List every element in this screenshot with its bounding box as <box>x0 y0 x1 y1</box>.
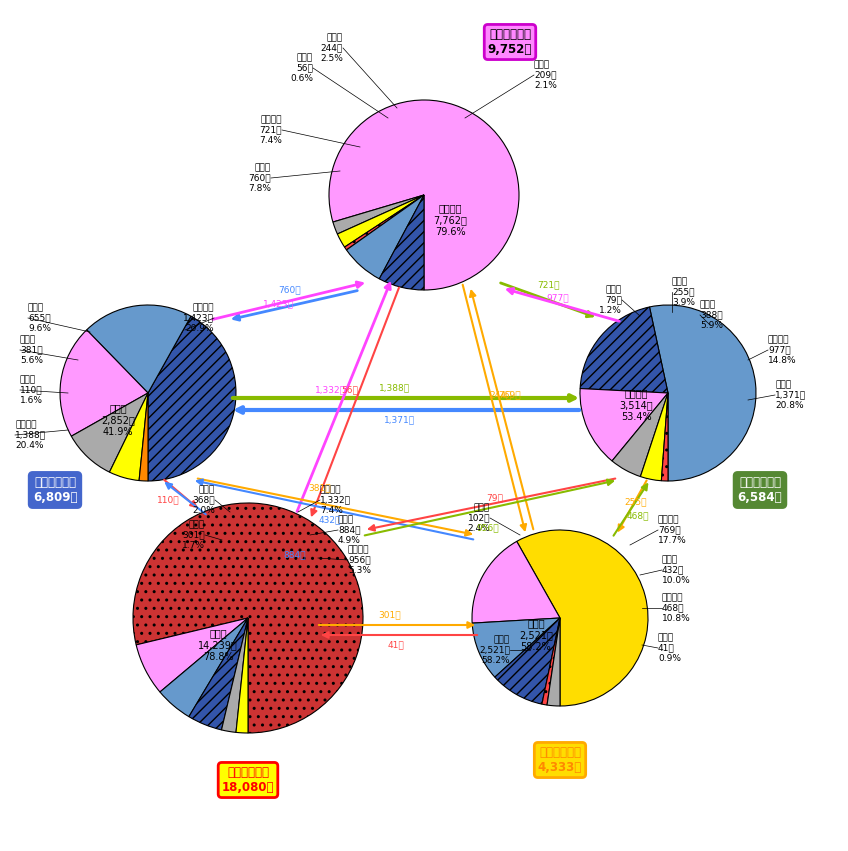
Text: 244件: 244件 <box>489 391 511 399</box>
Text: 255件: 255件 <box>625 498 647 506</box>
Wedge shape <box>495 618 560 704</box>
Text: 79件: 79件 <box>487 494 504 502</box>
Text: 韓国籍
244件
2.5%: 韓国籍 244件 2.5% <box>321 33 343 63</box>
Wedge shape <box>472 618 560 677</box>
Wedge shape <box>580 389 668 461</box>
Wedge shape <box>133 503 363 733</box>
Text: 884件: 884件 <box>284 551 306 559</box>
Text: その他
655件
9.6%: その他 655件 9.6% <box>28 303 51 333</box>
Text: 米国籍
760件
7.8%: 米国籍 760件 7.8% <box>248 163 271 193</box>
Wedge shape <box>160 618 248 717</box>
Wedge shape <box>221 618 248 733</box>
Text: 721件: 721件 <box>537 281 559 289</box>
Text: 韓国籍
255件
3.9%: 韓国籍 255件 3.9% <box>672 277 695 307</box>
Text: 中国籍
110件
1.6%: 中国籍 110件 1.6% <box>20 375 43 405</box>
Text: 欧州国籍
721件
7.4%: 欧州国籍 721件 7.4% <box>259 115 282 145</box>
Text: 韓国籍
301件
1.7%: 韓国籍 301件 1.7% <box>182 520 205 550</box>
Wedge shape <box>661 393 668 481</box>
Wedge shape <box>640 393 668 481</box>
Wedge shape <box>329 100 519 290</box>
Text: その他
102件
2.4%: その他 102件 2.4% <box>467 503 490 533</box>
Text: 日本国籍
7,762件
79.6%: 日本国籍 7,762件 79.6% <box>433 203 467 237</box>
Wedge shape <box>333 195 424 234</box>
Text: 中国への出願
18,080件: 中国への出願 18,080件 <box>221 766 274 794</box>
Wedge shape <box>236 618 248 733</box>
Wedge shape <box>650 305 756 481</box>
Text: 日本国籍
977件
14.8%: 日本国籍 977件 14.8% <box>768 335 796 365</box>
Wedge shape <box>516 530 648 706</box>
Wedge shape <box>86 305 191 393</box>
Text: 韓国籍
381件
5.6%: 韓国籍 381件 5.6% <box>20 335 43 365</box>
Text: 米国籍
1,371件
20.8%: 米国籍 1,371件 20.8% <box>775 380 806 410</box>
Text: 米国籍
2,852件
41.9%: 米国籍 2,852件 41.9% <box>101 403 135 437</box>
Text: 米国への出願
6,809件: 米国への出願 6,809件 <box>33 476 77 504</box>
Text: 米国籍
884件
4.9%: 米国籍 884件 4.9% <box>338 515 361 545</box>
Text: 56件: 56件 <box>342 386 359 395</box>
Text: 381件: 381件 <box>309 483 332 493</box>
Text: 110件: 110件 <box>157 495 179 505</box>
Text: 977件: 977件 <box>547 294 569 302</box>
Text: その他
388件
5.9%: その他 388件 5.9% <box>700 300 723 330</box>
Text: 韓国籍
2,521件
58.2%: 韓国籍 2,521件 58.2% <box>519 619 553 652</box>
Text: 468件: 468件 <box>627 511 650 521</box>
Text: 日本国籍
769件
17.7%: 日本国籍 769件 17.7% <box>658 515 687 545</box>
Text: 日本国籍
1,423件
20.9%: 日本国籍 1,423件 20.9% <box>183 303 214 333</box>
Wedge shape <box>547 618 560 706</box>
Wedge shape <box>612 393 668 477</box>
Text: 1,423件: 1,423件 <box>263 300 293 309</box>
Text: 欧州国籍
956件
5.3%: 欧州国籍 956件 5.3% <box>348 545 371 575</box>
Wedge shape <box>109 393 148 481</box>
Text: 欧州国籍
468件
10.8%: 欧州国籍 468件 10.8% <box>662 593 691 623</box>
Wedge shape <box>472 541 560 623</box>
Text: 米国籍
432件
10.0%: 米国籍 432件 10.0% <box>662 555 691 585</box>
Text: 欧州国籍
1,388件
20.4%: 欧州国籍 1,388件 20.4% <box>15 420 46 450</box>
Text: 中国籍
56件
0.6%: 中国籍 56件 0.6% <box>290 53 313 83</box>
Wedge shape <box>344 195 424 250</box>
Text: 956件: 956件 <box>477 523 499 533</box>
Wedge shape <box>338 195 424 247</box>
Text: 中国籍
79件
1.2%: 中国籍 79件 1.2% <box>600 285 622 315</box>
Text: 769件: 769件 <box>499 391 522 399</box>
Text: 1,388件: 1,388件 <box>379 384 410 392</box>
Wedge shape <box>148 317 236 481</box>
Wedge shape <box>379 195 424 290</box>
Wedge shape <box>189 618 248 730</box>
Text: 1,371件: 1,371件 <box>384 415 416 425</box>
Text: 欧州国籍
3,514件
53.4%: 欧州国籍 3,514件 53.4% <box>619 388 653 421</box>
Wedge shape <box>60 330 148 437</box>
Wedge shape <box>137 618 248 692</box>
Wedge shape <box>580 307 668 393</box>
Text: 中国籍
41件
0.9%: 中国籍 41件 0.9% <box>658 633 681 663</box>
Text: 41件: 41件 <box>388 641 404 649</box>
Wedge shape <box>139 393 148 481</box>
Wedge shape <box>347 195 424 279</box>
Text: 432件: 432件 <box>319 516 341 524</box>
Text: 韓国籍
2,521件
58.2%: 韓国籍 2,521件 58.2% <box>479 635 510 665</box>
Text: 760件: 760件 <box>279 285 301 294</box>
Text: 1,332件: 1,332件 <box>315 386 345 395</box>
Text: 中国籍
14,239件
78.8%: 中国籍 14,239件 78.8% <box>198 628 238 661</box>
Text: 日本への出願
9,752件: 日本への出願 9,752件 <box>488 28 533 56</box>
Text: 日本国籍
1,332件
7.4%: 日本国籍 1,332件 7.4% <box>320 485 351 515</box>
Wedge shape <box>542 618 560 705</box>
Text: 欧州への出願
6,584件: 欧州への出願 6,584件 <box>738 476 783 504</box>
Text: その他
368件
2.0%: その他 368件 2.0% <box>192 485 215 515</box>
Text: 301件: 301件 <box>379 610 401 620</box>
Wedge shape <box>71 393 148 472</box>
Text: その他
209件
2.1%: その他 209件 2.1% <box>534 60 557 90</box>
Text: 韓国への出願
4,333件: 韓国への出願 4,333件 <box>538 746 582 774</box>
